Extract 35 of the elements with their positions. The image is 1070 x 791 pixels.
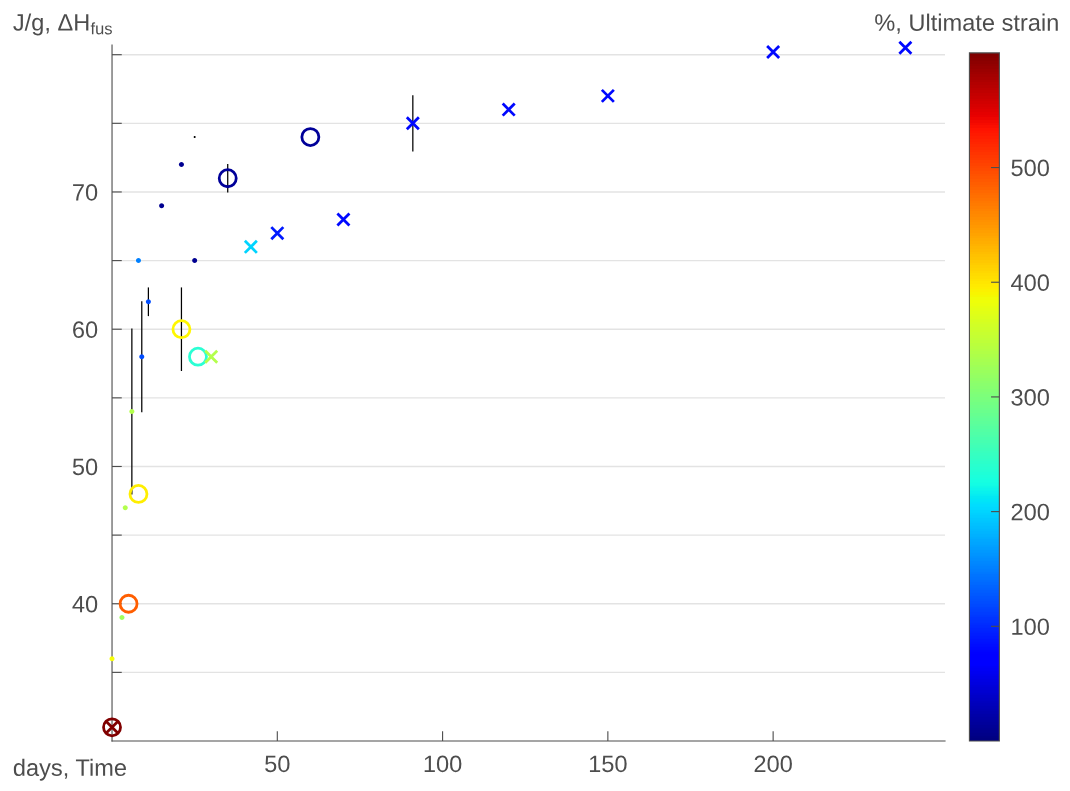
y-axis-title: J/g, ΔH$_{fus}$	[13, 13, 112, 36]
point	[501, 102, 517, 117]
y-tick-label: 40	[72, 595, 98, 613]
x-tick-label: 150	[589, 755, 627, 773]
point	[178, 162, 184, 168]
point	[600, 88, 616, 104]
point	[135, 258, 141, 264]
point	[336, 212, 351, 227]
point	[119, 614, 125, 620]
x-tick-label: 50	[265, 755, 290, 773]
point	[405, 115, 421, 131]
color-bar-label: 300	[1011, 388, 1049, 406]
point	[145, 299, 151, 305]
point	[129, 409, 135, 415]
y-tick-label: 70	[73, 184, 98, 201]
color-bar-label: 200	[1011, 503, 1049, 521]
y-tick-label: 60	[73, 321, 98, 339]
point	[765, 44, 781, 60]
color-bar-label: 500	[1011, 159, 1049, 177]
point	[109, 656, 115, 662]
point	[897, 40, 913, 56]
y-tick-label: 50	[72, 458, 98, 476]
point	[203, 349, 219, 365]
x-tick-label: 100	[424, 755, 462, 773]
color-bar-label: 100	[1012, 618, 1049, 636]
color-bar-title: %, Ultimate strain	[875, 13, 1058, 34]
point	[269, 225, 285, 241]
point	[122, 505, 128, 511]
color-bar-label: 400	[1011, 274, 1049, 292]
x-tick-label: 200	[754, 755, 792, 773]
point	[192, 258, 198, 264]
point	[159, 203, 165, 209]
point	[139, 354, 145, 360]
point	[243, 239, 259, 255]
x-axis-title: days, Time	[13, 758, 126, 781]
